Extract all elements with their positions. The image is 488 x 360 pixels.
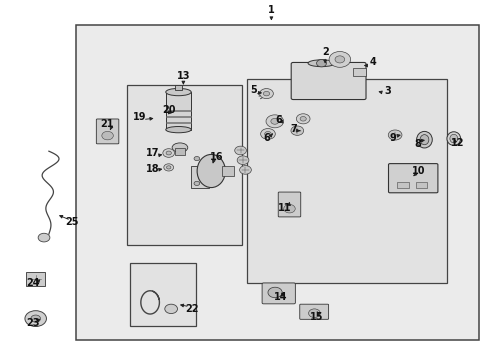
Text: 2: 2 bbox=[321, 47, 328, 57]
Text: 17: 17 bbox=[145, 148, 159, 158]
Circle shape bbox=[283, 204, 295, 213]
Circle shape bbox=[260, 129, 275, 139]
Text: 19: 19 bbox=[132, 112, 146, 122]
Bar bbox=[190, 166, 208, 188]
Bar bbox=[129, 263, 195, 326]
Text: 4: 4 bbox=[368, 57, 375, 67]
Text: 25: 25 bbox=[65, 217, 79, 228]
Bar bbox=[175, 148, 184, 155]
Bar bbox=[415, 182, 427, 188]
Ellipse shape bbox=[165, 126, 191, 133]
Text: 14: 14 bbox=[274, 292, 287, 302]
Bar bbox=[396, 182, 408, 188]
Circle shape bbox=[263, 91, 269, 96]
Bar bbox=[353, 68, 366, 76]
Circle shape bbox=[334, 56, 344, 63]
Circle shape bbox=[38, 233, 50, 242]
Circle shape bbox=[328, 51, 350, 67]
Circle shape bbox=[300, 117, 305, 121]
Ellipse shape bbox=[416, 131, 431, 148]
Text: 6: 6 bbox=[275, 114, 282, 125]
Circle shape bbox=[259, 89, 273, 99]
Ellipse shape bbox=[197, 154, 225, 188]
Circle shape bbox=[194, 181, 199, 185]
Bar bbox=[127, 85, 242, 245]
Circle shape bbox=[239, 166, 251, 174]
Text: 5: 5 bbox=[249, 85, 256, 95]
Ellipse shape bbox=[307, 60, 334, 67]
Circle shape bbox=[290, 126, 303, 135]
Circle shape bbox=[164, 304, 177, 314]
Text: 16: 16 bbox=[210, 152, 224, 162]
Ellipse shape bbox=[419, 135, 428, 145]
Circle shape bbox=[166, 151, 171, 155]
Circle shape bbox=[237, 156, 248, 165]
Bar bbox=[165, 92, 191, 130]
Ellipse shape bbox=[449, 134, 457, 143]
Text: 18: 18 bbox=[145, 164, 159, 174]
Text: 8: 8 bbox=[414, 139, 421, 149]
Text: 9: 9 bbox=[388, 132, 395, 143]
Bar bbox=[246, 79, 447, 283]
Text: 21: 21 bbox=[100, 119, 113, 129]
Bar bbox=[175, 85, 181, 90]
Text: 13: 13 bbox=[176, 71, 190, 81]
Text: 11: 11 bbox=[277, 203, 291, 213]
Circle shape bbox=[308, 309, 320, 318]
Circle shape bbox=[270, 118, 278, 124]
FancyBboxPatch shape bbox=[299, 304, 328, 319]
Text: 6: 6 bbox=[263, 132, 270, 143]
Bar bbox=[165, 122, 191, 123]
FancyBboxPatch shape bbox=[96, 119, 119, 144]
Circle shape bbox=[264, 131, 271, 136]
Circle shape bbox=[265, 115, 283, 128]
Bar bbox=[221, 166, 234, 176]
Circle shape bbox=[31, 315, 41, 322]
Circle shape bbox=[234, 146, 246, 155]
Ellipse shape bbox=[446, 132, 460, 145]
Bar bbox=[26, 272, 45, 286]
Ellipse shape bbox=[165, 89, 191, 96]
Circle shape bbox=[296, 114, 309, 124]
Circle shape bbox=[102, 131, 113, 140]
Bar bbox=[165, 110, 191, 111]
Text: 3: 3 bbox=[383, 86, 390, 96]
Text: 23: 23 bbox=[26, 318, 40, 328]
Circle shape bbox=[387, 130, 401, 140]
Text: 12: 12 bbox=[450, 138, 464, 148]
Text: 15: 15 bbox=[309, 312, 323, 322]
Text: 20: 20 bbox=[162, 105, 175, 115]
Circle shape bbox=[166, 166, 171, 169]
Text: 24: 24 bbox=[26, 278, 40, 288]
FancyBboxPatch shape bbox=[387, 164, 437, 193]
Text: 7: 7 bbox=[289, 123, 296, 134]
Circle shape bbox=[25, 311, 46, 327]
Circle shape bbox=[163, 164, 173, 171]
FancyBboxPatch shape bbox=[291, 63, 365, 100]
Text: 22: 22 bbox=[184, 304, 198, 314]
Circle shape bbox=[194, 157, 199, 161]
Circle shape bbox=[163, 149, 174, 157]
Text: 1: 1 bbox=[267, 5, 274, 15]
Circle shape bbox=[267, 287, 282, 298]
FancyBboxPatch shape bbox=[262, 283, 295, 304]
FancyBboxPatch shape bbox=[278, 192, 300, 217]
Text: 10: 10 bbox=[411, 166, 425, 176]
Bar bbox=[76, 25, 478, 340]
Circle shape bbox=[316, 59, 326, 67]
Ellipse shape bbox=[172, 143, 187, 152]
Bar bbox=[165, 116, 191, 117]
